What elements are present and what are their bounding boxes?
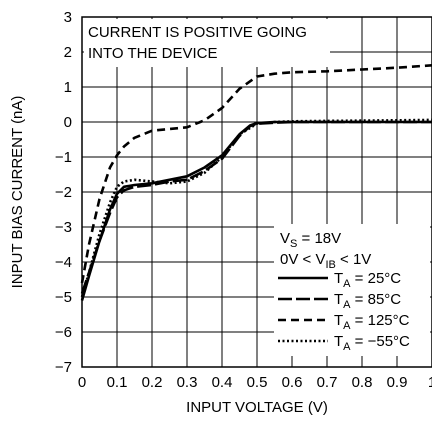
x-axis-label: INPUT VOLTAGE (V) (186, 399, 328, 416)
y-tick-label: −4 (55, 254, 72, 271)
x-tick-label: 0.2 (142, 374, 163, 391)
legend-label: TA = 85°C (334, 291, 401, 311)
x-tick-label: 0.6 (282, 374, 303, 391)
y-axis-label: INPUT BIAS CURRENT (nA) (9, 96, 26, 289)
x-tick-label: 0.3 (177, 374, 198, 391)
condition-vs: VS = 18V (280, 230, 341, 250)
legend-label: TA = −55°C (334, 333, 410, 353)
x-tick-label: 0.4 (212, 374, 233, 391)
y-tick-label: 2 (64, 44, 72, 61)
legend-items: TA = 25°CTA = 85°CTA = 125°CTA = −55°C (278, 270, 410, 353)
condition-vib-post: < 1V (336, 251, 371, 268)
y-tick-label: 1 (64, 79, 72, 96)
y-tick-label: 3 (64, 9, 72, 26)
y-tick-label: −3 (55, 219, 72, 236)
x-tick-label: 0.5 (247, 374, 268, 391)
data-series (80, 64, 432, 301)
legend-background (274, 224, 430, 356)
y-tick-label: −7 (55, 359, 72, 376)
legend-label: TA = 125°C (334, 312, 410, 332)
legend-label: TA = 25°C (334, 270, 401, 290)
x-tick-label: 1 (428, 374, 432, 391)
annotation-line-1: CURRENT IS POSITIVE GOING (88, 24, 307, 41)
x-tick-label: 0.8 (352, 374, 373, 391)
condition-vib-pre: 0V < V (280, 251, 325, 268)
legend: VS = 18V 0V < VIB < 1V TA = 25°CTA = 85°… (274, 224, 430, 356)
condition-vs-rest: = 18V (297, 230, 341, 247)
y-tick-label: −5 (55, 289, 72, 306)
x-tick-label: 0 (78, 374, 86, 391)
y-tick-label: −1 (55, 149, 72, 166)
x-tick-label: 0.7 (317, 374, 338, 391)
annotation-line-2: INTO THE DEVICE (88, 45, 217, 62)
condition-vib: 0V < VIB < 1V (280, 251, 371, 271)
x-tick-label: 0.1 (107, 374, 128, 391)
plot-frame (81, 16, 432, 368)
tick-labels: 0 0.1 0.2 0.3 0.4 0.5 0.6 0.7 0.8 0.9 1 3 2 1 0 −1 −2 −3 −… (55, 9, 432, 391)
y-tick-label: 0 (64, 114, 72, 131)
series-line-3 (80, 64, 432, 284)
x-tick-label: 0.9 (387, 374, 408, 391)
annotation-box: CURRENT IS POSITIVE GOING INTO THE DEVIC… (84, 19, 330, 67)
y-tick-label: −6 (55, 324, 72, 341)
condition-vs-sub: S (290, 238, 297, 250)
condition-vs-main: V (280, 230, 290, 247)
annotation-background (84, 19, 330, 67)
condition-vib-sub: IB (325, 259, 335, 271)
y-tick-label: −2 (55, 184, 72, 201)
